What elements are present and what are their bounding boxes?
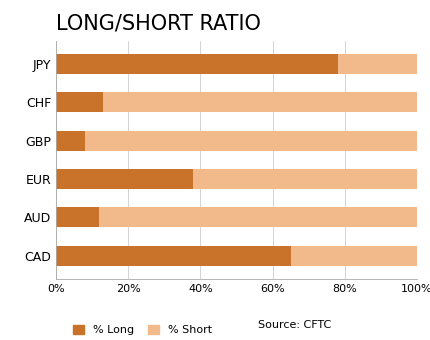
Bar <box>56 169 193 189</box>
Legend: % Long, % Short: % Long, % Short <box>69 321 216 340</box>
Bar <box>338 54 417 74</box>
Bar <box>56 207 99 227</box>
Bar <box>85 131 417 151</box>
Bar <box>56 92 103 112</box>
Text: Source: CFTC: Source: CFTC <box>258 320 331 330</box>
Bar <box>291 246 417 266</box>
Bar <box>56 246 291 266</box>
Text: LONG/SHORT RATIO: LONG/SHORT RATIO <box>56 14 261 34</box>
Bar <box>99 207 417 227</box>
Bar <box>56 131 85 151</box>
Bar <box>56 54 338 74</box>
Bar <box>193 169 417 189</box>
Bar <box>103 92 417 112</box>
